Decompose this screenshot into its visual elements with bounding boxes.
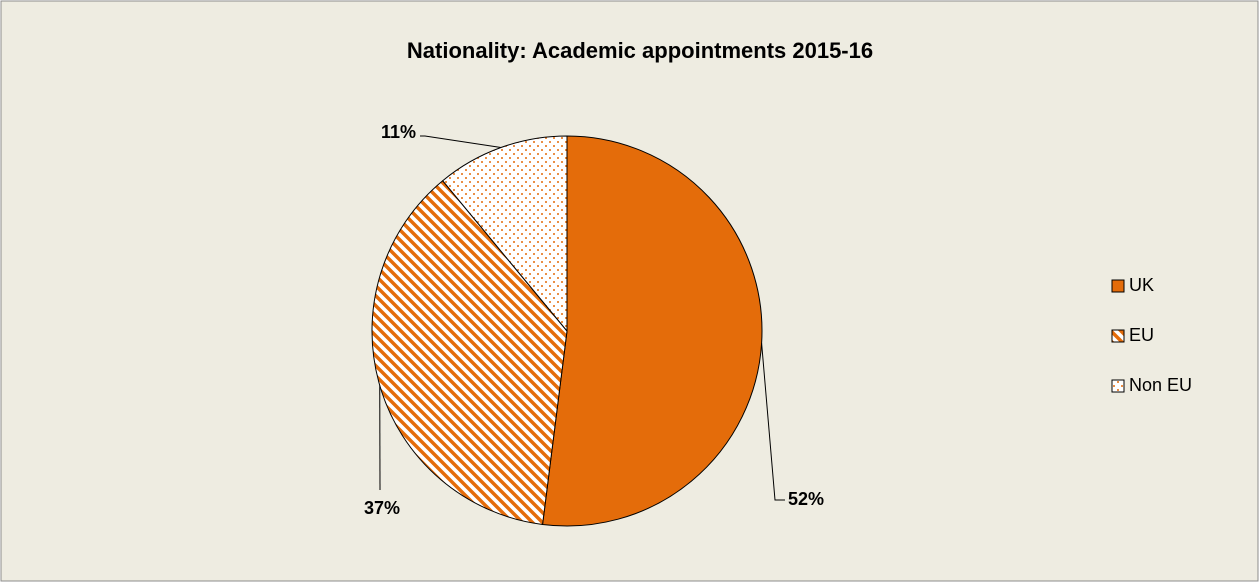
leader-line — [761, 343, 785, 501]
legend-label: UK — [1129, 275, 1154, 295]
legend-swatch — [1111, 329, 1125, 343]
data-label: 52% — [788, 489, 824, 509]
legend-swatch — [1111, 379, 1125, 393]
leader-line — [420, 135, 502, 149]
pie-slice — [371, 180, 568, 526]
legend-label: Non EU — [1129, 375, 1192, 395]
pie-slice — [542, 135, 763, 527]
chart-title: Nationality: Academic appointments 2015-… — [407, 38, 873, 63]
legend-swatch — [1111, 279, 1125, 293]
data-label: 11% — [381, 122, 416, 142]
data-label: 37% — [364, 498, 400, 518]
legend-label: EU — [1129, 325, 1154, 345]
